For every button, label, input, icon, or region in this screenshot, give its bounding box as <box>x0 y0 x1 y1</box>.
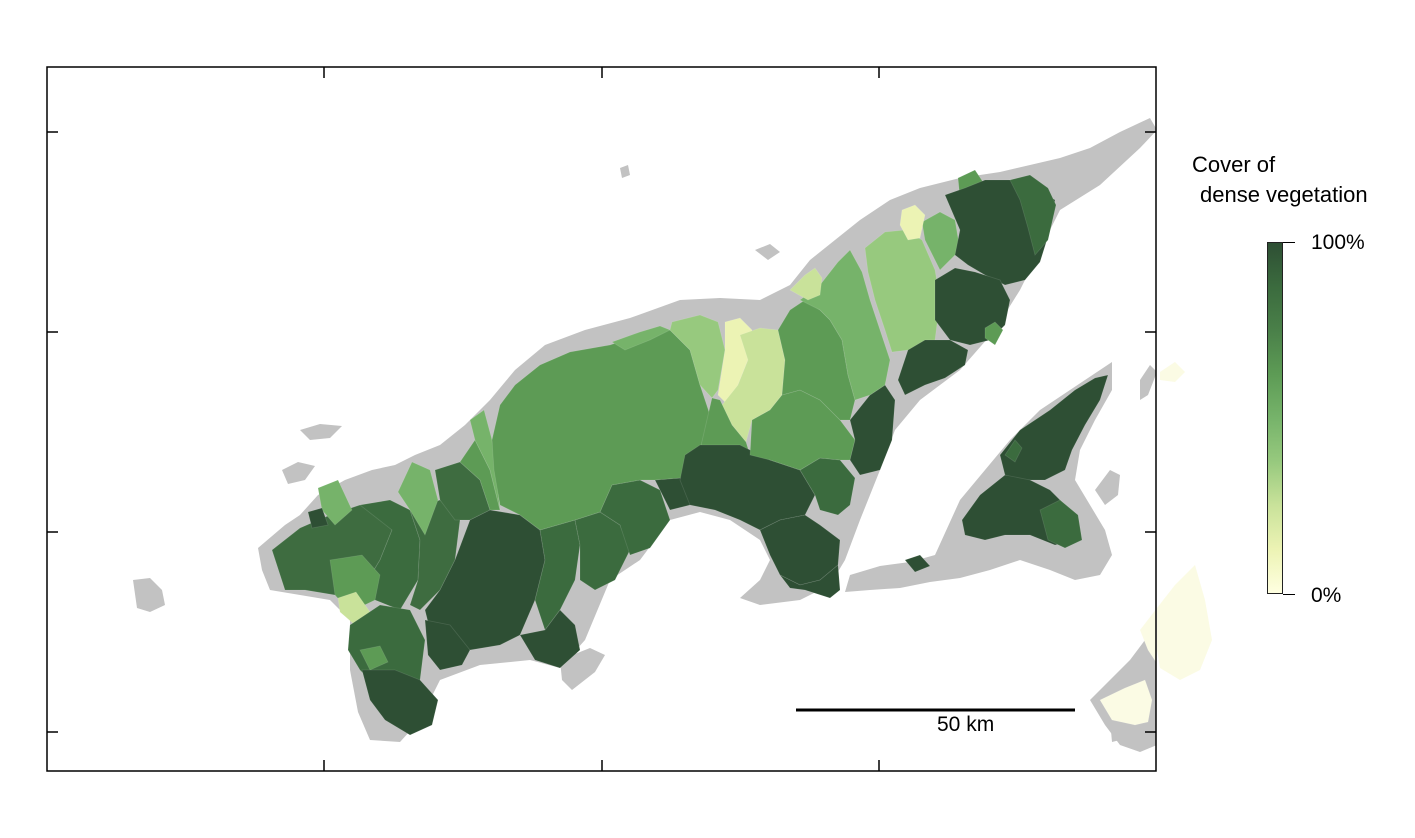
catchment <box>359 645 389 671</box>
catchment <box>1009 174 1057 256</box>
catchment <box>984 321 1004 346</box>
catchment <box>397 461 439 536</box>
legend-title-line2: dense vegetation <box>1200 182 1368 207</box>
outside-frame-land <box>1157 362 1212 680</box>
catchment <box>1004 439 1023 463</box>
catchment <box>799 249 891 401</box>
catchment <box>424 619 471 671</box>
catchment <box>1139 608 1156 663</box>
catchment <box>897 339 969 396</box>
catchment <box>921 211 961 271</box>
catchment <box>361 669 439 736</box>
catchment <box>519 609 581 669</box>
catchment <box>1099 679 1153 726</box>
catchment <box>899 204 926 241</box>
legend-tick-min <box>1283 594 1295 595</box>
catchment <box>779 564 841 599</box>
catchment <box>1039 499 1083 549</box>
catchment <box>317 479 353 526</box>
legend-color-bar <box>1267 242 1283 594</box>
catchment <box>749 389 856 471</box>
scale-bar-label: 50 km <box>937 713 995 736</box>
legend-tick-max <box>1283 242 1295 243</box>
catchment-polygons <box>271 169 1156 736</box>
catchment <box>904 554 931 573</box>
legend-title-line1: Cover of <box>1192 152 1276 177</box>
catchment <box>469 409 501 511</box>
legend-min-label: 0% <box>1311 584 1342 607</box>
legend-max-label: 100% <box>1311 231 1365 254</box>
catchment <box>307 507 329 529</box>
catchment <box>999 374 1109 481</box>
catchment <box>789 267 823 301</box>
frame-ticks <box>47 67 1156 771</box>
legend-title: Cover of dense vegetation <box>1192 150 1368 210</box>
catchment <box>669 314 726 399</box>
catchment <box>599 479 671 556</box>
